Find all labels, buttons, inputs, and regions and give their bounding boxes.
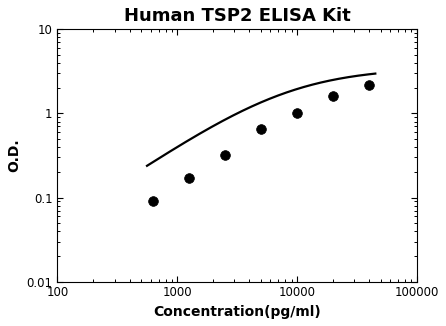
Title: Human TSP2 ELISA Kit: Human TSP2 ELISA Kit [124,7,351,25]
Point [257,126,264,132]
Point [330,94,337,99]
X-axis label: Concentration(pg/ml): Concentration(pg/ml) [153,305,321,319]
Point [185,175,192,181]
Point [221,153,228,158]
Point [293,111,301,116]
Point [366,82,373,87]
Point [149,199,156,204]
Y-axis label: O.D.: O.D. [7,139,21,172]
